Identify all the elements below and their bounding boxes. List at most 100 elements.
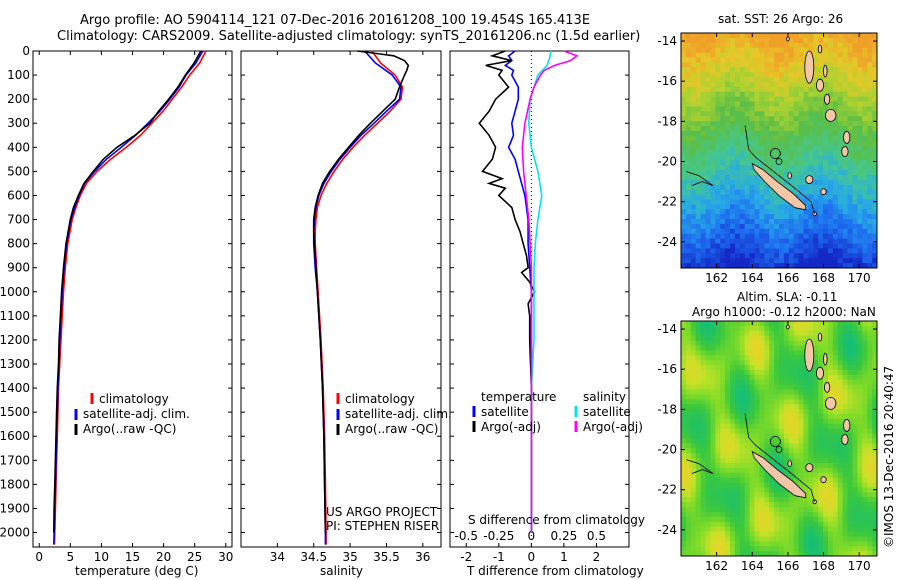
map-cell (813, 384, 819, 390)
map-cell (862, 228, 868, 235)
map-cell (793, 521, 799, 528)
map-cell (867, 521, 873, 528)
map-cell (754, 174, 760, 181)
map-cell (783, 174, 790, 181)
map-cell (744, 365, 750, 371)
map-cell (788, 42, 795, 49)
map-cell (725, 428, 731, 435)
map-cell (857, 418, 863, 425)
map-cell (788, 531, 795, 537)
map-cell (823, 472, 829, 479)
s-tick-label: 0 (528, 529, 536, 543)
map-cell (808, 33, 814, 39)
map-cell (759, 263, 765, 269)
map-cell (842, 384, 848, 390)
map-cell (774, 453, 780, 459)
series-line (312, 50, 402, 545)
map-cell (818, 511, 824, 518)
map-cell (852, 516, 858, 523)
map-cell (749, 325, 755, 332)
map-cell (857, 263, 863, 269)
map-cell (715, 458, 721, 464)
map-cell (867, 404, 873, 410)
map-cell (813, 507, 819, 513)
map-cell (798, 369, 804, 376)
map-cell (695, 394, 701, 400)
map-cell (774, 507, 780, 513)
map-cell (705, 414, 711, 420)
map-cell (720, 62, 726, 68)
map-cell (867, 360, 873, 366)
map-cell (783, 467, 790, 474)
map-cell (793, 536, 799, 542)
map-cell (725, 140, 731, 147)
map-cell (774, 399, 780, 405)
map-cell (730, 106, 736, 112)
map-cell (808, 258, 814, 264)
map-cell (720, 150, 726, 156)
map-cell (779, 551, 785, 557)
map-cell (828, 521, 834, 528)
map-cell (749, 482, 755, 488)
map-cell (813, 228, 819, 235)
map-cell (832, 96, 839, 102)
map-cell (832, 526, 839, 532)
map-cell (832, 238, 839, 244)
map-cell (764, 228, 770, 235)
map-cell (813, 174, 819, 181)
map-cell (803, 536, 809, 542)
map-cell (705, 531, 711, 537)
map-cell (685, 111, 692, 117)
map-cell (837, 101, 844, 107)
map-cell (857, 453, 863, 459)
map-cell (700, 360, 706, 366)
map-cell (798, 497, 804, 503)
map-cell (685, 184, 692, 191)
map-cell (779, 243, 785, 249)
map-cell (759, 179, 765, 186)
map-cell (695, 194, 701, 200)
map-cell (823, 184, 829, 191)
map-cell (734, 365, 741, 371)
map-cell (749, 86, 755, 93)
map-cell (764, 248, 770, 254)
map-cell (769, 121, 775, 127)
map-cell (852, 42, 858, 49)
map-cell (798, 165, 804, 171)
map-cell (685, 199, 692, 205)
map-cell (783, 350, 790, 356)
map-cell (705, 204, 711, 210)
map-cell (730, 335, 736, 341)
map-cell (744, 531, 750, 537)
y-tick-label: -18 (657, 402, 677, 416)
map-cell (685, 150, 692, 156)
map-cell (837, 321, 844, 327)
map-cell (739, 199, 746, 205)
map-cell (720, 101, 726, 107)
map-cell (793, 81, 799, 88)
map-cell (710, 433, 716, 439)
map-cell (798, 389, 804, 395)
map-cell (725, 536, 731, 542)
map-cell (803, 243, 809, 249)
map-cell (739, 399, 746, 405)
map-cell (832, 47, 839, 53)
map-cell (681, 340, 687, 346)
map-cell (681, 189, 687, 195)
map-cell (828, 384, 834, 390)
map-cell (774, 492, 780, 498)
map-cell (695, 219, 701, 225)
map-cell (798, 47, 804, 53)
map-cell (700, 551, 706, 557)
header-line2: Climatology: CARS2009. Satellite-adjuste… (57, 29, 641, 44)
map-cell (739, 453, 746, 459)
map-cell (710, 536, 716, 542)
map-cell (798, 345, 804, 351)
map-cell (842, 379, 848, 386)
map-cell (857, 526, 863, 532)
map-cell (685, 369, 692, 376)
map-cell (730, 130, 736, 137)
map-cell (867, 228, 873, 235)
map-cell (710, 204, 716, 210)
map-cell (847, 223, 853, 230)
